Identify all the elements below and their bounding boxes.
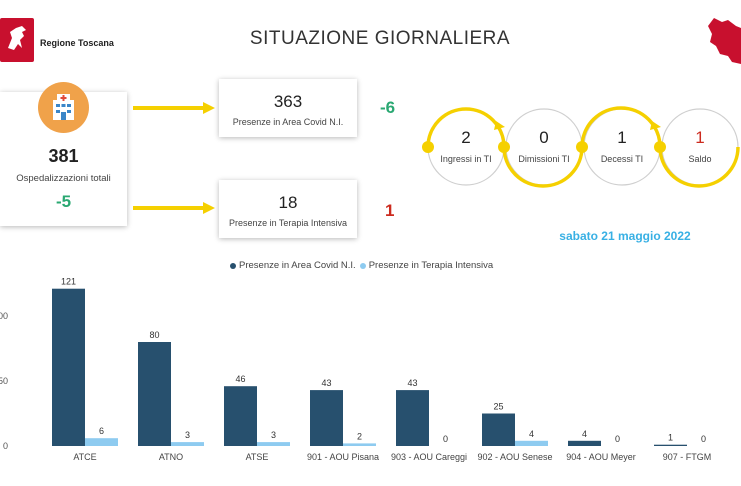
page-title: SITUAZIONE GIORNALIERA xyxy=(249,28,511,49)
y-tick-label: 50 xyxy=(0,376,8,386)
bar-area-covid xyxy=(138,342,171,446)
x-category-label: 901 - AOU Pisana xyxy=(307,452,379,462)
legend-label-area-covid: Presenze in Area Covid N.I. xyxy=(239,260,356,271)
bar-area-covid xyxy=(52,288,85,446)
pegasus-logo-icon xyxy=(0,18,34,62)
bar-terapia-intensiva xyxy=(171,442,204,446)
bar-area-covid xyxy=(396,390,429,446)
legend-swatch-light xyxy=(359,262,366,269)
area-covid-label: Presenze in Area Covid N.I. xyxy=(232,117,344,127)
bar-data-label: 25 xyxy=(493,402,503,412)
legend-item-area-covid: Presenze in Area Covid N.I. xyxy=(230,260,356,271)
branch-arrows xyxy=(133,102,215,214)
flow-ingressi-value: 2 xyxy=(461,128,471,147)
flow-dimissioni-label: Dimissioni TI xyxy=(518,154,570,164)
terapia-intensiva-delta: 1 xyxy=(385,201,395,220)
chart-legend: Presenze in Area Covid N.I. Presenze in … xyxy=(230,260,497,271)
bar-area-covid xyxy=(310,390,343,446)
flow-saldo-label: Saldo xyxy=(688,154,712,164)
bar-data-label: 46 xyxy=(235,374,245,384)
legend-swatch-dark xyxy=(230,262,236,269)
y-tick-label: 100 xyxy=(0,311,8,321)
flow-dimissioni-value: 0 xyxy=(539,128,549,147)
bar-area-covid xyxy=(224,386,257,446)
bar-data-label: 0 xyxy=(443,434,448,444)
ti-flow-diagram xyxy=(422,106,740,188)
legend-label-terapia-intensiva: Presenze in Terapia Intensiva xyxy=(368,260,494,271)
hospital-icon xyxy=(38,82,89,133)
bar-data-label: 3 xyxy=(185,430,190,440)
bar-terapia-intensiva xyxy=(515,440,548,446)
x-category-label: ATNO xyxy=(159,452,183,462)
x-category-label: 902 - AOU Senese xyxy=(477,452,552,462)
terapia-intensiva-card xyxy=(219,180,357,238)
bar-terapia-intensiva xyxy=(257,442,290,446)
x-category-label: 904 - AOU Meyer xyxy=(566,452,636,462)
bar-data-label: 0 xyxy=(701,434,706,444)
bar-data-label: 121 xyxy=(61,278,76,287)
bar-data-label: 80 xyxy=(149,330,159,340)
bar-terapia-intensiva xyxy=(85,438,118,446)
flow-ingressi-label: Ingressi in TI xyxy=(440,154,492,164)
bar-area-covid xyxy=(568,440,601,446)
report-date: sabato 21 maggio 2022 xyxy=(559,229,691,243)
bar-data-label: 1 xyxy=(668,433,673,443)
bar-data-label: 4 xyxy=(582,429,587,439)
bar-data-label: 4 xyxy=(529,429,534,439)
bar-terapia-intensiva xyxy=(343,443,376,446)
area-covid-delta: -6 xyxy=(380,98,396,117)
total-hospitalizations-label: Ospedalizzazioni totali xyxy=(16,173,111,184)
x-category-label: 907 - FTGM xyxy=(663,452,712,462)
total-hospitalizations-value: 381 xyxy=(48,146,79,166)
bar-data-label: 43 xyxy=(321,378,331,388)
area-covid-card xyxy=(219,79,357,137)
bar-area-covid xyxy=(482,413,515,446)
tuscany-map-icon xyxy=(702,16,741,66)
terapia-intensiva-value: 18 xyxy=(278,193,298,212)
flow-decessi-value: 1 xyxy=(617,128,627,147)
flow-decessi-label: Decessi TI xyxy=(600,154,644,164)
bar-area-covid xyxy=(654,444,687,446)
bar-data-label: 0 xyxy=(615,434,620,444)
bar-chart: 1005001216ATCE803ATNO463ATSE432901 - AOU… xyxy=(0,278,712,462)
bar-data-label: 3 xyxy=(271,430,276,440)
arrow-right-icon xyxy=(133,102,215,114)
terapia-intensiva-label: Presenze in Terapia Intensiva xyxy=(229,218,347,228)
flow-saldo-value: 1 xyxy=(695,128,705,147)
x-category-label: 903 - AOU Careggi xyxy=(391,452,467,462)
arrow-right-icon xyxy=(133,202,215,214)
x-category-label: ATSE xyxy=(246,452,269,462)
legend-item-terapia-intensiva: Presenze in Terapia Intensiva xyxy=(359,260,494,271)
bar-data-label: 43 xyxy=(407,378,417,388)
bar-data-label: 6 xyxy=(99,426,104,436)
bar-data-label: 2 xyxy=(357,431,362,441)
y-tick-label: 0 xyxy=(3,441,8,451)
x-category-label: ATCE xyxy=(73,452,96,462)
brand-name: Regione Toscana xyxy=(40,38,114,48)
area-covid-value: 363 xyxy=(273,92,303,111)
total-hospitalizations-delta: -5 xyxy=(55,192,72,211)
